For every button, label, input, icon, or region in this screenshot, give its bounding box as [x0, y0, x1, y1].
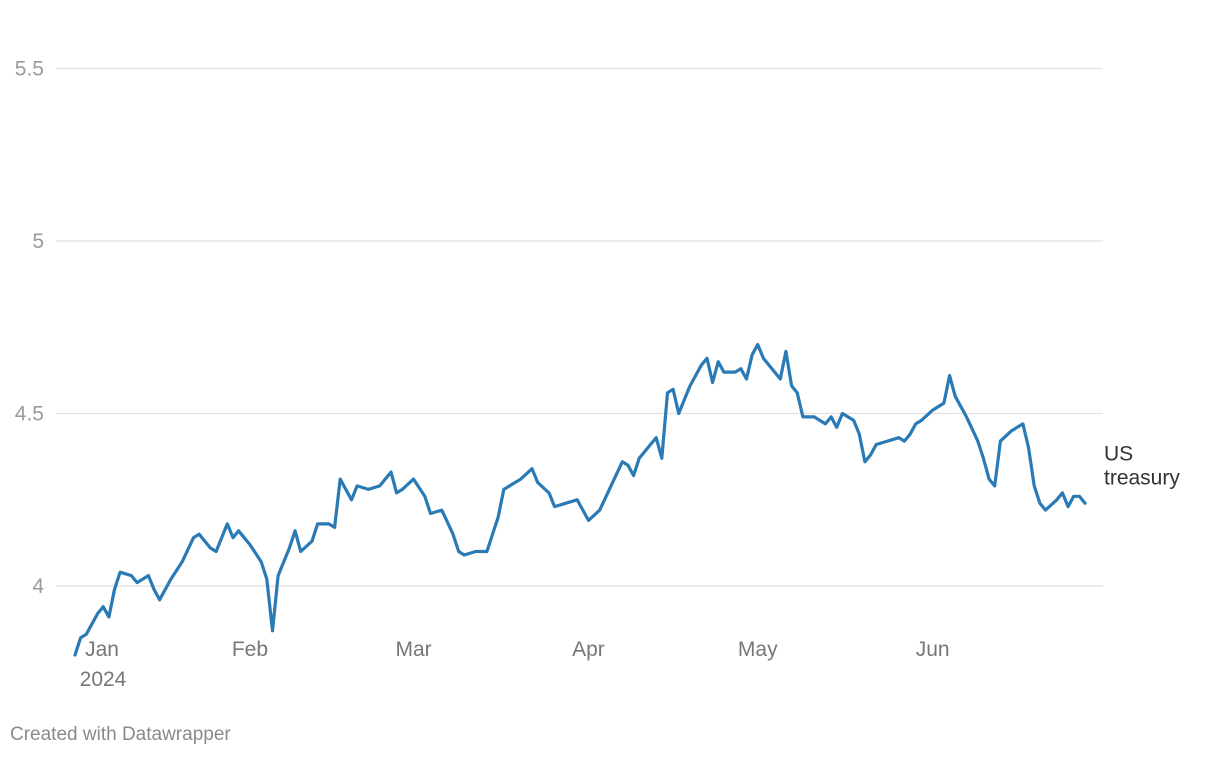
series-lines [73, 342, 1087, 657]
x-axis-tick-labels: Jan 2024 Feb Mar Apr May Jun [80, 638, 950, 691]
gridlines [56, 67, 1103, 587]
y-tick-label: 4 [32, 575, 44, 598]
series-label: treasury [1104, 467, 1180, 490]
credit-text: Created with Datawrapper [10, 724, 231, 745]
x-tick-label: May [738, 638, 778, 661]
x-tick-label: Jun [916, 638, 950, 661]
x-tick-label: Jan [85, 638, 119, 661]
y-tick-label: 5.5 [15, 58, 44, 81]
y-tick-label: 4.5 [15, 403, 44, 426]
x-tick-label: Apr [572, 638, 605, 661]
x-tick-sublabel: 2024 [80, 668, 127, 691]
series-label: US [1104, 443, 1133, 466]
y-tick-label: 5 [32, 230, 44, 253]
series-labels: SBNUStreasury [1104, 443, 1180, 490]
x-tick-label: Feb [232, 638, 268, 661]
series-line-us-treasury [73, 342, 1087, 657]
y-axis-tick-labels: 44.555.566.57 [15, 58, 45, 599]
x-tick-label: Mar [395, 638, 431, 661]
